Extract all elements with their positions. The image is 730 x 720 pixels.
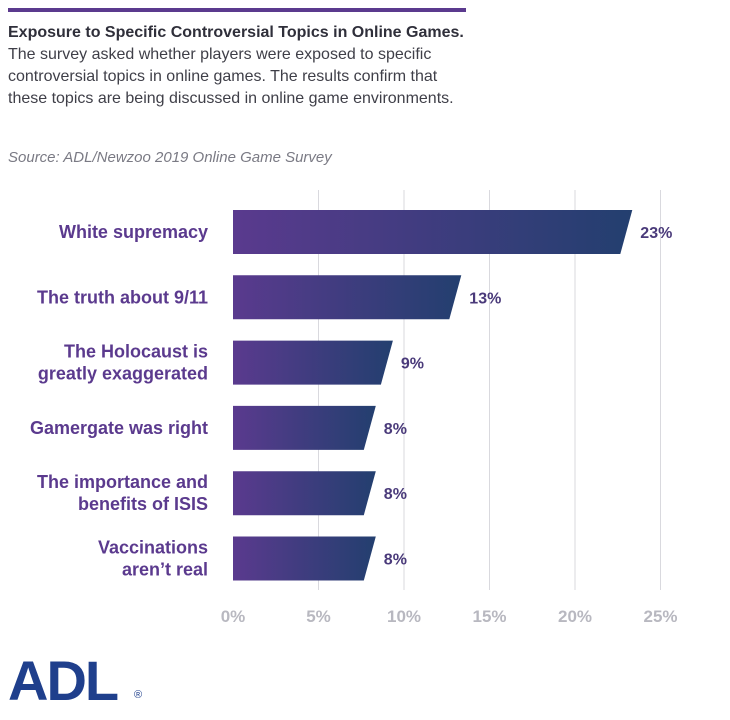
category-label: Vaccinations aren’t real <box>98 538 208 580</box>
category-label-line: White supremacy <box>59 222 208 242</box>
category-label-line: greatly exaggerated <box>38 364 208 384</box>
bar <box>233 340 393 385</box>
category-label-line: The truth about 9/11 <box>37 287 208 307</box>
data-label: 8% <box>384 486 407 503</box>
category-label-line: aren’t real <box>122 560 208 580</box>
data-label: 23% <box>640 225 672 242</box>
data-label: 13% <box>469 290 501 307</box>
data-label: 9% <box>401 356 424 373</box>
registered-mark: ® <box>134 689 142 701</box>
category-label-line: The Holocaust is <box>64 342 208 362</box>
top-rule <box>8 8 466 12</box>
bar <box>233 536 376 581</box>
adl-logo: ADL ® <box>8 650 142 710</box>
x-tick-label: 25% <box>643 607 677 626</box>
bar <box>233 405 376 450</box>
x-tick-label: 20% <box>558 607 592 626</box>
category-label: The truth about 9/11 <box>37 287 208 307</box>
category-label: The Holocaust is greatly exaggerated <box>38 342 208 384</box>
chart-source: Source: ADL/Newzoo 2019 Online Game Surv… <box>8 149 332 166</box>
chart-description: Exposure to Specific Controversial Topic… <box>8 22 470 110</box>
x-tick-label: 5% <box>306 607 331 626</box>
category-label-line: benefits of ISIS <box>78 494 208 514</box>
x-tick-label: 15% <box>472 607 506 626</box>
category-label: Gamergate was right <box>30 418 208 438</box>
labels: 0% 5% 10% 15% 20% 25% 23% White supremacy 13% The… <box>30 222 678 626</box>
bar <box>233 275 462 320</box>
chart-title: Exposure to Specific Controversial Topic… <box>8 24 464 41</box>
bar <box>233 210 633 254</box>
bar <box>233 471 376 516</box>
category-label-line: Vaccinations <box>98 538 208 558</box>
x-tick-label: 0% <box>221 607 246 626</box>
data-label: 8% <box>384 421 407 438</box>
bar-chart: 0% 5% 10% 15% 20% 25% 23% White supremacy 13% The… <box>30 190 678 626</box>
gridlines <box>318 190 661 590</box>
adl-logo-text: ADL <box>8 650 118 710</box>
category-label-line: The importance and <box>37 472 208 492</box>
category-label-line: Gamergate was right <box>30 418 208 438</box>
x-tick-label: 10% <box>387 607 421 626</box>
bars <box>233 210 633 581</box>
category-label: The importance and benefits of ISIS <box>37 472 208 514</box>
data-label: 8% <box>384 552 407 569</box>
chart-description-text: The survey asked whether players were ex… <box>8 46 454 107</box>
category-label: White supremacy <box>59 222 208 242</box>
